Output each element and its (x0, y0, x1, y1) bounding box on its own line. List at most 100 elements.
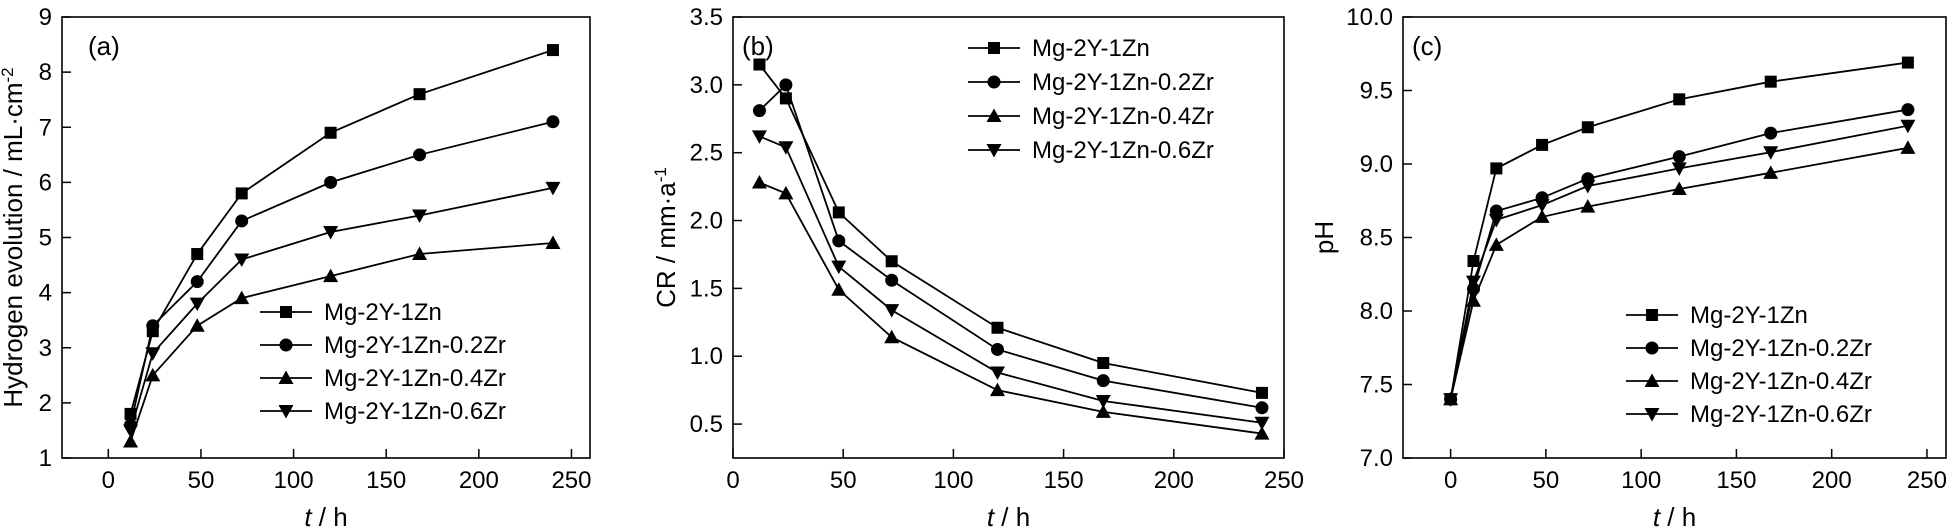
legend-marker (987, 75, 1001, 89)
data-point (751, 175, 767, 189)
series-1 (124, 44, 559, 420)
data-point (191, 248, 204, 261)
panel-3: 0 50 100 150 200 250 7.0 7.5 8.0 8.5 9.0 9.5 10.0 t /… (1309, 4, 1947, 531)
series-4 (751, 130, 1270, 431)
data-point (189, 297, 205, 312)
y-tick-label: 3.0 (690, 72, 723, 99)
data-point (234, 253, 250, 268)
legend-label: Mg-2Y-1Zn-0.6Zr (1032, 137, 1214, 164)
x-tick-label: 0 (102, 467, 115, 494)
data-point (1097, 357, 1110, 370)
series-1 (753, 58, 1268, 399)
data-point (832, 234, 846, 248)
x-axis-label: t / h (1653, 502, 1696, 531)
y-tick-label: 0.5 (690, 411, 723, 438)
y-tick-label: 9.5 (1360, 78, 1393, 105)
data-point (1490, 162, 1503, 175)
panel-2: 0 50 100 150 200 250 0.5 1.0 1.5 2.0 2.5 3.0 3.5 t / … (651, 4, 1305, 531)
data-point (1900, 119, 1916, 134)
data-point (1764, 126, 1778, 140)
data-point (323, 268, 339, 283)
data-point (1467, 255, 1480, 268)
data-point (123, 433, 139, 448)
panel-1: 0 50 100 150 200 250 1 2 3 4 5 6 7 8 9 t / h Hydrogen ev… (0, 4, 591, 531)
y-tick-label: 10.0 (1346, 4, 1393, 31)
series-4 (123, 181, 561, 438)
data-point (545, 181, 561, 196)
legend-marker (280, 306, 292, 318)
data-point (189, 318, 205, 332)
data-point (1901, 103, 1915, 117)
x-tick-label: 150 (1716, 467, 1756, 494)
data-point (235, 187, 248, 200)
data-point (1096, 374, 1110, 388)
data-point (753, 58, 766, 71)
data-point (831, 260, 847, 275)
legend-marker (1646, 309, 1658, 321)
legend-label: Mg-2Y-1Zn-0.2Zr (1032, 69, 1214, 96)
data-point (1534, 209, 1550, 223)
x-tick-label: 150 (366, 467, 406, 494)
data-point (145, 367, 161, 382)
x-tick-label: 200 (1154, 467, 1194, 494)
legend-label: Mg-2Y-1Zn-0.4Zr (324, 365, 506, 392)
y-tick-label: 9 (39, 4, 52, 31)
panel-tag: (a) (88, 31, 120, 61)
y-tick-label: 4 (39, 280, 52, 307)
series-line (758, 83, 1263, 409)
x-tick-label: 0 (1444, 467, 1457, 494)
series-line (1449, 146, 1909, 400)
plot-frame (732, 16, 1285, 459)
y-tick-label: 2 (39, 390, 52, 417)
data-point (884, 304, 900, 318)
data-point (1900, 140, 1916, 154)
data-point (989, 382, 1005, 397)
series-line (759, 135, 1263, 424)
y-tick-label: 3 (39, 335, 52, 362)
data-point (1580, 199, 1596, 213)
data-point (324, 126, 337, 139)
legend-label: Mg-2Y-1Zn-0.4Zr (1032, 103, 1214, 130)
data-point (324, 175, 338, 189)
legend-label: Mg-2Y-1Zn-0.2Zr (324, 332, 506, 359)
data-point (145, 347, 161, 361)
data-point (124, 407, 137, 420)
data-point (751, 130, 767, 144)
legend-label: Mg-2Y-1Zn-0.6Zr (1690, 401, 1872, 428)
y-tick-label: 1 (39, 445, 52, 472)
data-point (1254, 416, 1270, 431)
legend-label: Mg-2Y-1Zn-0.2Zr (1690, 335, 1872, 362)
y-tick-label: 1.0 (690, 343, 723, 370)
data-point (190, 275, 204, 289)
data-point (413, 88, 426, 101)
panel-tag: (b) (742, 31, 774, 61)
x-tick-label: 100 (933, 467, 973, 494)
series-line (1449, 61, 1909, 400)
data-point (885, 273, 899, 287)
x-tick-label: 250 (551, 467, 591, 494)
y-tick-label: 8 (39, 59, 52, 86)
legend-label: Mg-2Y-1Zn-0.6Zr (324, 398, 506, 425)
legend-label: Mg-2Y-1Zn (324, 299, 442, 326)
data-point (1580, 180, 1596, 194)
data-point (1581, 121, 1594, 134)
y-tick-label: 2.0 (690, 208, 723, 235)
y-tick-label: 2.5 (690, 140, 723, 167)
x-tick-label: 0 (726, 467, 739, 494)
data-point (323, 225, 339, 240)
y-tick-label: 7.5 (1360, 372, 1393, 399)
data-point (1254, 426, 1270, 440)
series-1 (1444, 56, 1914, 406)
x-tick-label: 50 (1533, 467, 1560, 494)
data-point (1901, 56, 1914, 69)
data-point (778, 185, 794, 200)
series-3 (123, 235, 561, 448)
y-tick-label: 7.0 (1360, 445, 1393, 472)
data-point (884, 329, 900, 344)
x-axis-label: t / h (987, 502, 1030, 531)
y-tick-label: 7 (39, 114, 52, 141)
y-tick-label: 8.0 (1360, 298, 1393, 325)
legend-marker (1644, 408, 1660, 422)
y-axis-label: Hydrogen evolution / mL·cm-2 (0, 67, 28, 407)
legend-label: Mg-2Y-1Zn (1032, 35, 1150, 62)
